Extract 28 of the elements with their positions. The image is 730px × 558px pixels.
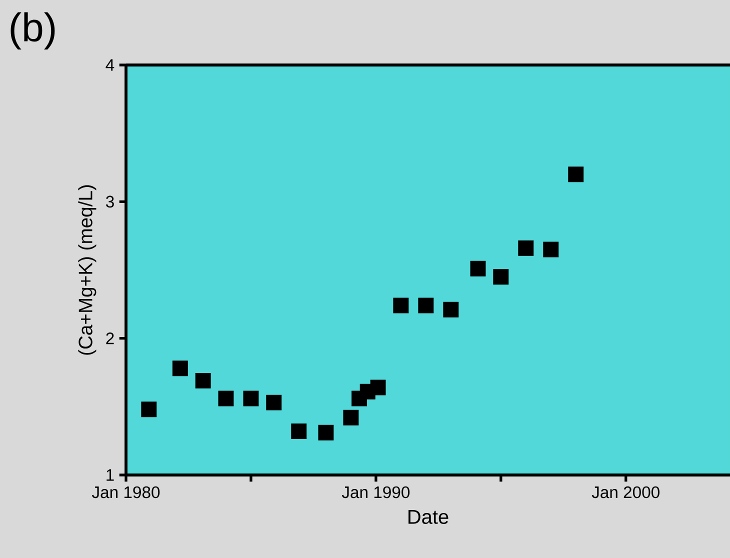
point (568, 166, 584, 182)
point (518, 240, 534, 256)
point (243, 390, 259, 406)
point (291, 424, 307, 440)
point (543, 242, 559, 258)
point (141, 402, 157, 418)
point (195, 372, 211, 388)
y-tick-label: 3 (106, 196, 114, 208)
y-tick-label: 2 (106, 332, 114, 344)
point (393, 298, 409, 314)
point (318, 424, 334, 440)
y-axis-title: (Ca+Mg+K) (meq/L) (78, 185, 96, 355)
x-tick-label: Jan 2000 (592, 486, 660, 498)
point (343, 410, 359, 426)
point (218, 390, 234, 406)
point (443, 302, 459, 318)
point (172, 360, 188, 376)
y-tick-label: 4 (106, 59, 114, 71)
x-tick-label: Jan 1990 (342, 486, 410, 498)
x-tick-label: Jan 1980 (92, 486, 160, 498)
point (470, 260, 486, 276)
point (266, 394, 282, 410)
x-axis-title: Date (408, 510, 448, 524)
chart-title: (b) (10, 12, 55, 50)
y-tick-label: 1 (106, 469, 114, 481)
point (418, 298, 434, 314)
point (493, 269, 509, 285)
point (370, 380, 386, 396)
